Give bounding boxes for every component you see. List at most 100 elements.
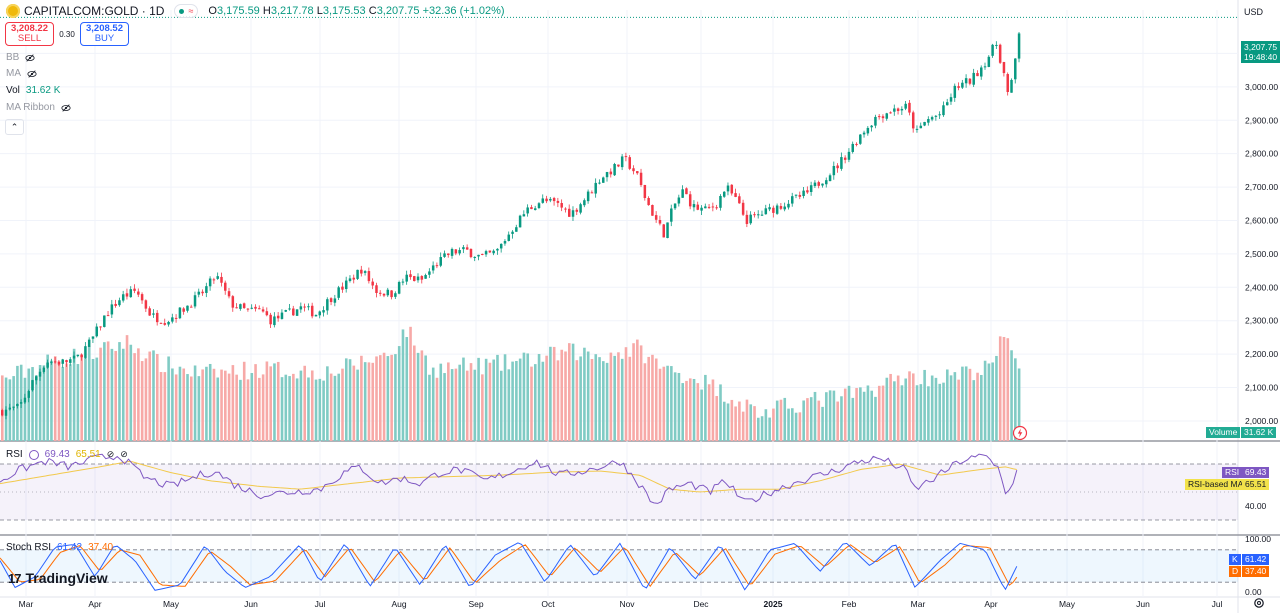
rsi-ma-axis-value: 65.51 [1242,479,1270,490]
buy-button[interactable]: 3,208.52 BUY [80,22,129,46]
rsi-name: RSI [6,449,23,460]
candle [772,207,775,213]
volume-bar [178,366,182,441]
buy-price: 3,208.52 [86,23,123,34]
rsi-axis-tag: RSI [1222,467,1243,478]
rsi-legend[interactable]: RSI 69.43 65.51 ⊘ ⊘ [6,449,128,460]
stoch-tick-label: 100.00 [1245,534,1271,544]
volume-bar [594,354,598,441]
candle [537,203,541,208]
candle [851,143,854,152]
volume-bar [307,377,310,441]
symbol-title[interactable]: CAPITALCOM:GOLD · 1D [6,4,164,18]
time-tick-label: Apr [984,599,997,609]
last-price-label: 3,207.75 19:48:40 [1241,41,1280,63]
candle [734,193,737,197]
candle [677,197,681,204]
stoch-name: Stoch RSI [6,542,52,553]
candle [946,102,949,106]
candle [583,200,586,206]
settings-gear-icon[interactable] [1253,597,1265,609]
volume-bar [719,384,722,441]
stoch-band [0,549,1238,583]
eye-hidden-icon[interactable] [25,53,35,63]
lightning-icon[interactable] [1012,425,1028,441]
volume-bar [738,401,741,441]
volume-bar [91,358,95,441]
volume-bar [840,396,843,441]
volume-bar [416,352,420,441]
candle [27,391,30,398]
settings-gear-icon[interactable] [28,449,39,460]
tradingview-logo[interactable]: 17 TradingView [8,570,108,586]
hide-icon[interactable]: ⊘ [120,449,128,459]
stoch-legend[interactable]: Stoch RSI 61.42 37.40 [6,542,113,553]
volume-bar [911,373,915,441]
candle [503,241,507,244]
candle [220,276,223,283]
indicator-volume[interactable]: Vol 31.62 K [6,85,60,96]
volume-bar [394,354,397,441]
volume-bar [292,373,295,441]
price-axis-ticks: 3,100.003,000.002,900.002,800.002,700.00… [1245,48,1278,426]
candle [496,248,499,251]
candle [704,206,707,209]
volume-bar [276,361,280,441]
candle [541,198,545,203]
volume-bar [775,400,779,441]
candle [322,310,325,313]
candle [69,359,72,363]
candle [968,78,972,84]
indicator-bb[interactable]: BB [6,52,35,63]
indicator-ma-ribbon[interactable]: MA Ribbon [6,102,71,113]
volume-bar [613,355,616,441]
volume-bar [235,374,238,441]
candle [235,307,238,309]
volume-bar [571,343,575,441]
volume-bar [1006,338,1010,441]
volume-bar [692,378,696,441]
volume-bar [121,348,125,441]
candle [292,308,295,316]
candle [530,207,533,210]
candle [341,286,344,290]
volume-bar [832,390,836,441]
candle [586,191,590,202]
candle [590,192,594,194]
collapse-indicators-button[interactable]: ⌃ [5,119,24,135]
candle [216,276,219,279]
volume-bar [647,356,650,441]
volume-bar [186,374,189,441]
candle [571,210,575,217]
time-tick-label: Jul [315,599,326,609]
volume-bar [159,372,163,441]
eye-hidden-icon[interactable] [61,103,71,113]
time-tick-label: Jul [1212,599,1223,609]
candle [658,220,662,224]
time-tick-label: Sep [468,599,483,609]
eye-hidden-icon[interactable] [27,69,37,79]
candle [787,203,790,208]
indicator-ma[interactable]: MA [6,68,37,79]
volume-bar [677,372,681,441]
currency-button[interactable]: USD [1244,7,1264,17]
volume-bar [375,356,378,441]
close-label: C [368,5,377,17]
market-status-pill[interactable]: ≈ [174,4,199,18]
candle [991,44,994,56]
stoch-d-line [0,544,1018,588]
time-tick-label: May [163,599,180,609]
rsi-axis-value: 69.43 [1242,467,1270,478]
volume-bar [915,385,919,441]
candle [492,250,495,254]
time-tick-label: Feb [842,599,857,609]
volume-bar [231,365,235,441]
candle [662,224,665,238]
candle [507,234,511,241]
volume-bar [227,373,231,441]
volume-bar [420,350,424,441]
volume-bar [779,399,783,441]
sell-button[interactable]: 3,208.22 SELL [5,22,54,46]
volume-bar [99,347,102,441]
